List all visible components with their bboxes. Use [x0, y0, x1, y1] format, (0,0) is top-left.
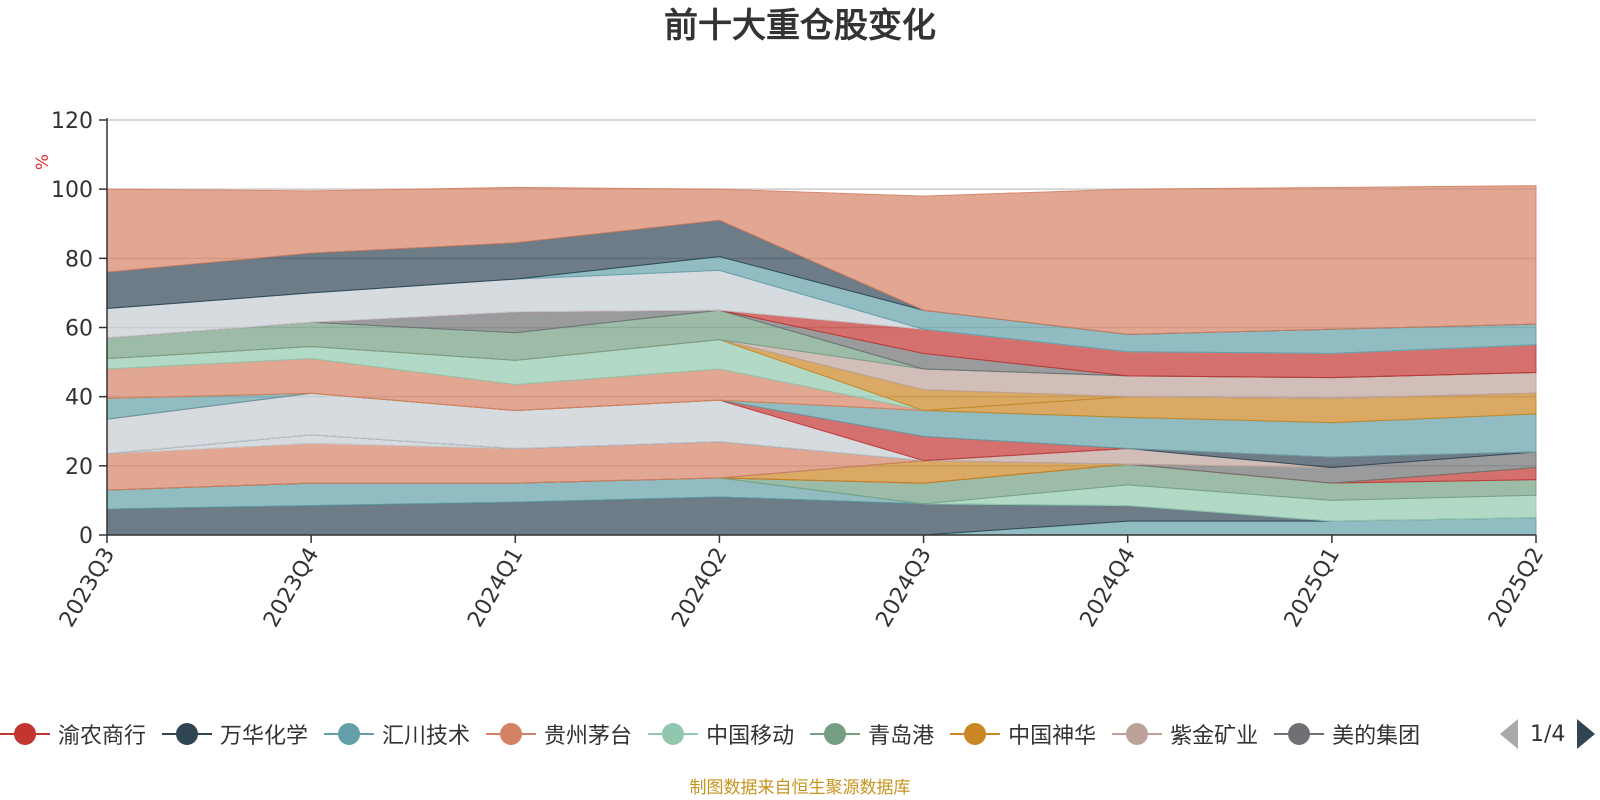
legend-label: 美的集团 [1332, 724, 1421, 749]
x-tick-label-5: 2024Q4 [1076, 544, 1141, 632]
legend-marker-icon [1274, 719, 1325, 749]
legend-item-4[interactable]: 中国移动 [648, 718, 794, 750]
legend-item-0[interactable]: 渝农商行 [0, 718, 146, 750]
y-tick-label-4: 80 [65, 247, 93, 272]
legend-pager: 1/4 [1500, 714, 1596, 754]
legend-viewport: 渝农商行 万华化学 汇川技术 贵州茅台 中国移动 青岛港 中国神华 紫金矿业 美的集团 [0, 714, 1478, 754]
legend-item-6[interactable]: 中国神华 [950, 718, 1096, 750]
legend-marker-icon [486, 719, 537, 749]
legend-marker-icon [162, 719, 213, 749]
y-tick-label-6: 120 [51, 109, 93, 134]
x-tick-label-2: 2024Q1 [463, 544, 528, 632]
legend-label: 渝农商行 [58, 724, 147, 749]
legend-marker-icon [810, 719, 861, 749]
legend-page-indicator: 1/4 [1530, 721, 1566, 747]
legend-label: 万华化学 [220, 724, 309, 749]
legend-item-3[interactable]: 贵州茅台 [486, 718, 632, 750]
x-tick-label-6: 2025Q1 [1280, 544, 1345, 632]
x-tick-label-7: 2025Q2 [1484, 544, 1549, 632]
area-layer-26 [106, 185, 1537, 335]
legend-marker-icon [648, 719, 699, 749]
y-axis-label: % [33, 154, 53, 170]
legend-next-page-icon[interactable] [1577, 719, 1596, 749]
legend: 渝农商行 万华化学 汇川技术 贵州茅台 中国移动 青岛港 中国神华 紫金矿业 美的集团 1/4 [0, 714, 1600, 754]
legend-label: 中国神华 [1008, 724, 1097, 749]
x-tick-label-4: 2024Q3 [871, 544, 936, 632]
legend-item-1[interactable]: 万华化学 [162, 718, 308, 750]
legend-item-7[interactable]: 紫金矿业 [1112, 718, 1258, 750]
y-tick-label-1: 20 [65, 455, 93, 480]
legend-item-5[interactable]: 青岛港 [810, 718, 934, 750]
x-tick-label-1: 2023Q4 [259, 544, 324, 632]
y-tick-label-0: 0 [79, 524, 93, 549]
x-tick-label-3: 2024Q2 [667, 544, 732, 632]
y-tick-label-5: 100 [51, 178, 93, 203]
legend-item-8[interactable]: 美的集团 [1274, 718, 1420, 750]
legend-label: 贵州茅台 [544, 724, 633, 749]
x-tick-label-0: 2023Q3 [55, 544, 120, 632]
chart-title: 前十大重仓股变化 [664, 6, 936, 46]
legend-marker-icon [1112, 719, 1163, 749]
y-tick-label-2: 40 [65, 386, 93, 411]
y-tick-label-3: 60 [65, 317, 93, 342]
legend-label: 紫金矿业 [1170, 724, 1259, 749]
legend-marker-icon [0, 719, 50, 749]
legend-marker-icon [950, 719, 1001, 749]
legend-items: 渝农商行 万华化学 汇川技术 贵州茅台 中国移动 青岛港 中国神华 紫金矿业 美的集团 [0, 714, 1478, 754]
source-note: 制图数据来自恒生聚源数据库 [689, 778, 911, 798]
legend-label: 汇川技术 [382, 724, 471, 749]
legend-label: 中国移动 [706, 724, 795, 749]
legend-label: 青岛港 [868, 724, 935, 749]
legend-prev-page-icon[interactable] [1500, 719, 1518, 749]
legend-marker-icon [324, 719, 375, 749]
legend-item-2[interactable]: 汇川技术 [324, 718, 470, 750]
